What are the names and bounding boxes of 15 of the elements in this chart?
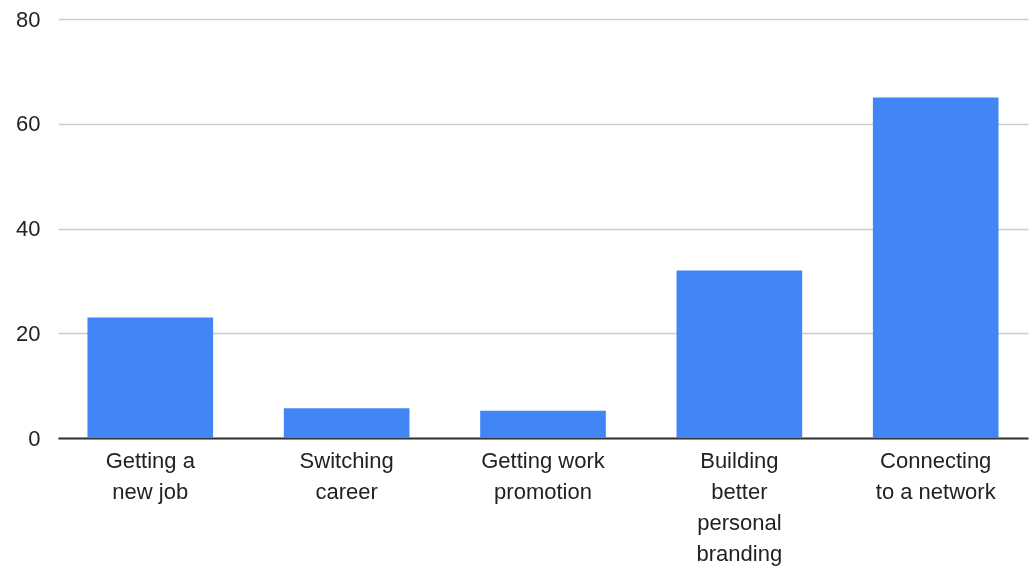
bar (87, 317, 214, 438)
bar (480, 410, 606, 438)
y-tick-label: 60 (16, 111, 41, 137)
y-tick-label: 20 (16, 320, 41, 346)
x-tick-label: Switching career (299, 447, 394, 504)
y-tick-label: 80 (16, 6, 41, 32)
y-tick-label: 0 (28, 425, 41, 451)
x-tick-label: Building better personal branding (696, 447, 783, 566)
bar (676, 270, 803, 438)
bar (283, 408, 410, 438)
x-tick-label: Connecting to a network (875, 447, 997, 504)
x-tick-label: Getting a new job (105, 447, 196, 504)
y-tick-label: 40 (16, 216, 41, 241)
bar (872, 97, 999, 438)
x-tick-label: Getting work promotion (481, 447, 606, 504)
